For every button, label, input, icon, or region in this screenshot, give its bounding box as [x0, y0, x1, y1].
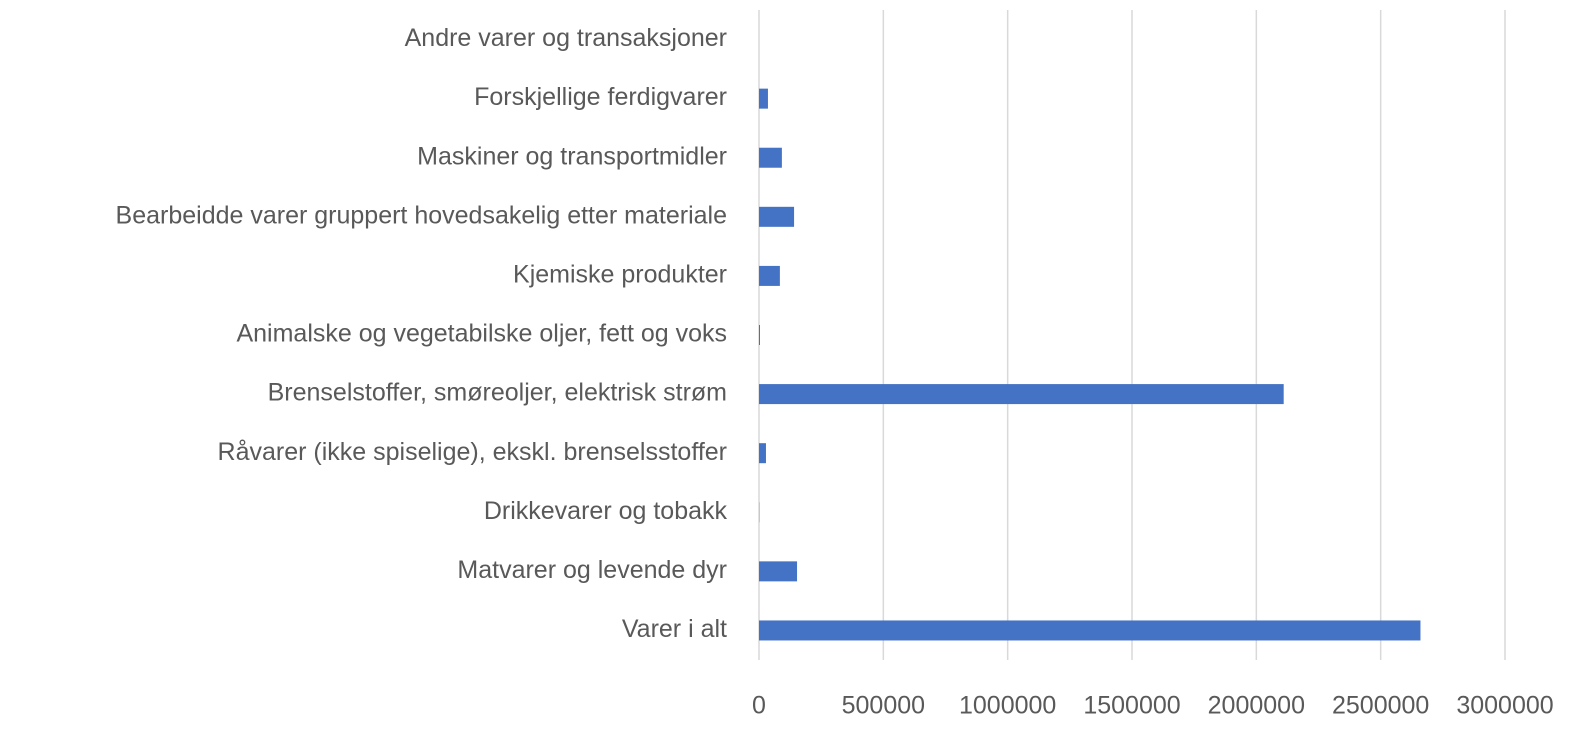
x-tick-label: 0 — [752, 692, 766, 720]
x-tick-label: 500000 — [842, 692, 925, 720]
x-tick-label: 2500000 — [1332, 692, 1429, 720]
bar — [759, 325, 760, 345]
y-tick-label: Varer i alt — [622, 615, 727, 643]
x-tick-label: 1000000 — [959, 692, 1056, 720]
bar — [759, 443, 766, 464]
x-tick-label: 3000000 — [1456, 692, 1553, 720]
y-tick-label: Maskiner og transportmidler — [417, 142, 727, 170]
x-tick-label: 1500000 — [1083, 692, 1180, 720]
bar — [759, 384, 1284, 405]
x-tick-label: 2000000 — [1208, 692, 1305, 720]
bar — [759, 620, 1421, 641]
y-tick-label: Kjemiske produkter — [513, 261, 727, 289]
y-tick-label: Forskjellige ferdigvarer — [474, 83, 727, 111]
y-tick-label: Bearbeidde varer gruppert hovedsakelig e… — [116, 201, 727, 229]
y-tick-label: Andre varer og transaksjoner — [405, 24, 727, 52]
bar — [759, 206, 795, 227]
y-tick-label: Brenselstoffer, smøreoljer, elektrisk st… — [268, 379, 727, 407]
y-tick-label: Drikkevarer og tobakk — [484, 497, 728, 525]
y-tick-label: Animalske og vegetabilske oljer, fett og… — [236, 320, 727, 348]
bar — [759, 88, 768, 109]
y-tick-label: Matvarer og levende dyr — [457, 556, 727, 584]
bar — [759, 561, 798, 582]
bar — [759, 147, 782, 168]
y-tick-label: Råvarer (ikke spiselige), ekskl. brensel… — [218, 438, 727, 466]
bar — [759, 265, 780, 286]
